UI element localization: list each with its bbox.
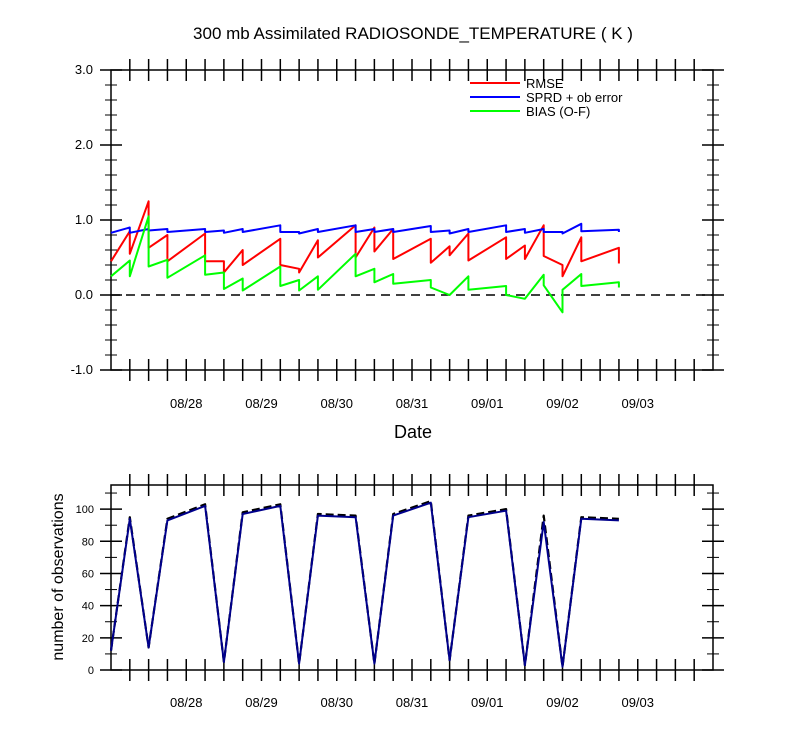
y-tick-label: 100 (76, 504, 94, 516)
x-tick-label: 08/28 (170, 396, 203, 411)
x-tick-label: 09/02 (546, 396, 579, 411)
x-tick-label: 08/28 (170, 695, 203, 710)
y-tick-label: -1.0 (71, 362, 93, 377)
y-tick-label: 20 (82, 633, 94, 645)
x-tick-label: 08/29 (245, 695, 278, 710)
y-tick-label: 2.0 (75, 137, 93, 152)
plot-frame (110, 484, 714, 671)
series-line-rmse (110, 200, 620, 278)
x-tick-label: 08/31 (396, 396, 429, 411)
plot-frame (110, 69, 714, 371)
chart-title: 300 mb Assimilated RADIOSONDE_TEMPERATUR… (193, 24, 633, 43)
y-tick-label: 60 (82, 568, 94, 580)
legend-label: SPRD + ob error (526, 90, 623, 105)
y-tick-label: 0.0 (75, 287, 93, 302)
x-tick-label: 09/03 (621, 396, 654, 411)
x-tick-label: 09/01 (471, 396, 504, 411)
y-tick-label: 40 (82, 601, 94, 613)
y-tick-label: 1.0 (75, 212, 93, 227)
y-axis-label-observations: number of observations (50, 493, 67, 660)
series-line-observations-solid (110, 501, 619, 668)
y-tick-label: 0 (88, 665, 94, 677)
x-tick-label: 08/31 (396, 695, 429, 710)
y-tick-label: 3.0 (75, 62, 93, 77)
x-tick-label: 08/30 (320, 396, 353, 411)
legend-label: BIAS (O-F) (526, 104, 590, 119)
series-line-bias-o-f (110, 215, 620, 314)
x-tick-label: 09/01 (471, 695, 504, 710)
top-plot: 08/28 08/29 08/30 08/31 09/01 09/02 09/03 -1.0 0… (71, 59, 724, 411)
y-tick-label: 80 (82, 536, 94, 548)
x-tick-label: 08/30 (320, 695, 353, 710)
series-line-sprd-ob-error (110, 222, 620, 235)
x-tick-label: 09/03 (621, 695, 654, 710)
x-axis-label: Date (394, 422, 432, 442)
legend-label: RMSE (526, 76, 564, 91)
bottom-plot: 08/28 08/29 08/30 08/31 09/01 09/02 09/03 0 20 40… (76, 474, 724, 710)
x-tick-label: 09/02 (546, 695, 579, 710)
x-tick-label: 08/29 (245, 396, 278, 411)
